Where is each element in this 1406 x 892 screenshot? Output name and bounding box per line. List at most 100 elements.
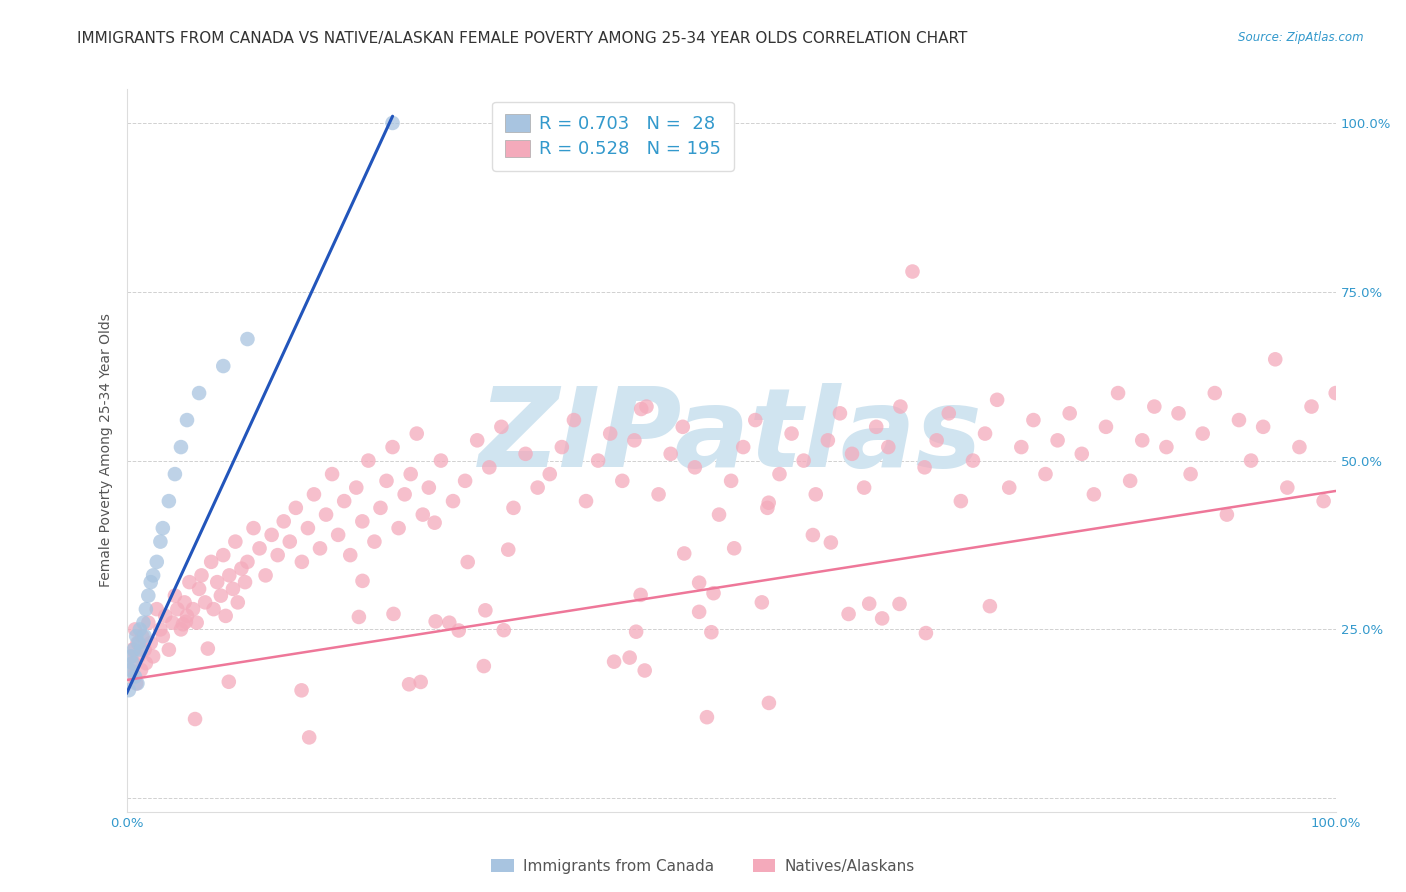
Point: [290, 683, 312, 698]
Point: [418, 481, 440, 495]
Point: [127, 676, 149, 690]
Point: [1277, 481, 1299, 495]
Point: [260, 528, 283, 542]
Point: [491, 420, 513, 434]
Point: [1301, 400, 1323, 414]
Point: [186, 615, 208, 630]
Point: [176, 608, 198, 623]
Point: [136, 615, 159, 630]
Point: [938, 406, 960, 420]
Text: IMMIGRANTS FROM CANADA VS NATIVE/ALASKAN FEMALE POVERTY AMONG 25-34 YEAR OLDS CO: IMMIGRANTS FROM CANADA VS NATIVE/ALASKAN…: [77, 31, 967, 46]
Point: [236, 555, 259, 569]
Point: [538, 467, 561, 481]
Point: [1130, 434, 1153, 448]
Point: [205, 575, 228, 590]
Point: [780, 426, 803, 441]
Point: [998, 481, 1021, 495]
Point: [492, 623, 515, 637]
Point: [1022, 413, 1045, 427]
Point: [700, 625, 723, 640]
Point: [139, 636, 162, 650]
Point: [273, 514, 295, 528]
Point: [121, 656, 143, 670]
Point: [853, 481, 876, 495]
Point: [901, 264, 924, 278]
Point: [756, 500, 779, 515]
Point: [430, 453, 453, 467]
Point: [152, 521, 174, 535]
Point: [696, 710, 718, 724]
Point: [236, 332, 259, 346]
Point: [744, 413, 766, 427]
Point: [636, 400, 658, 414]
Point: [925, 434, 948, 448]
Point: [134, 642, 156, 657]
Point: [841, 447, 863, 461]
Point: [962, 453, 984, 467]
Point: [129, 642, 152, 657]
Point: [624, 624, 647, 639]
Point: [163, 467, 186, 481]
Point: [132, 615, 155, 630]
Point: [122, 642, 145, 657]
Point: [562, 413, 585, 427]
Point: [870, 611, 893, 625]
Point: [526, 481, 548, 495]
Point: [363, 534, 385, 549]
Point: [146, 555, 169, 569]
Point: [751, 595, 773, 609]
Point: [768, 467, 790, 481]
Point: [702, 586, 724, 600]
Point: [184, 712, 207, 726]
Point: [157, 494, 180, 508]
Point: [1312, 494, 1334, 508]
Point: [181, 602, 204, 616]
Point: [723, 541, 745, 556]
Point: [125, 629, 148, 643]
Point: [155, 608, 177, 623]
Point: [1107, 386, 1129, 401]
Point: [1059, 406, 1081, 420]
Point: [1191, 426, 1213, 441]
Point: [226, 595, 249, 609]
Point: [152, 629, 174, 643]
Point: [163, 589, 186, 603]
Point: [179, 575, 201, 590]
Point: [793, 453, 815, 467]
Point: [381, 116, 404, 130]
Point: [1010, 440, 1032, 454]
Point: [347, 610, 370, 624]
Point: [447, 624, 470, 638]
Point: [1216, 508, 1239, 522]
Point: [1240, 453, 1263, 467]
Point: [381, 440, 404, 454]
Point: [149, 534, 172, 549]
Point: [278, 534, 301, 549]
Point: [398, 677, 420, 691]
Point: [889, 597, 911, 611]
Point: [197, 641, 219, 656]
Text: ZIPatlas: ZIPatlas: [479, 383, 983, 490]
Point: [120, 670, 142, 684]
Point: [801, 528, 824, 542]
Point: [315, 508, 337, 522]
Point: [142, 568, 165, 582]
Point: [979, 599, 1001, 614]
Point: [551, 440, 574, 454]
Point: [172, 617, 194, 632]
Point: [425, 615, 447, 629]
Point: [122, 656, 145, 670]
Point: [291, 555, 314, 569]
Point: [405, 426, 427, 441]
Point: [673, 546, 696, 560]
Point: [949, 494, 972, 508]
Point: [215, 608, 238, 623]
Point: [128, 623, 150, 637]
Legend: R = 0.703   N =  28, R = 0.528   N = 195: R = 0.703 N = 28, R = 0.528 N = 195: [492, 102, 734, 171]
Point: [877, 440, 900, 454]
Point: [974, 426, 997, 441]
Legend: Immigrants from Canada, Natives/Alaskans: Immigrants from Canada, Natives/Alaskans: [485, 853, 921, 880]
Point: [135, 656, 157, 670]
Point: [441, 494, 464, 508]
Point: [142, 649, 165, 664]
